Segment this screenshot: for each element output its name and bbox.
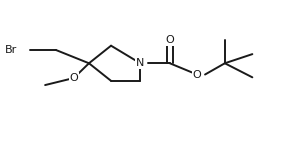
- Text: O: O: [165, 35, 174, 45]
- Text: Br: Br: [5, 45, 17, 55]
- Text: O: O: [193, 70, 201, 80]
- Text: N: N: [136, 58, 145, 68]
- Text: O: O: [69, 73, 78, 83]
